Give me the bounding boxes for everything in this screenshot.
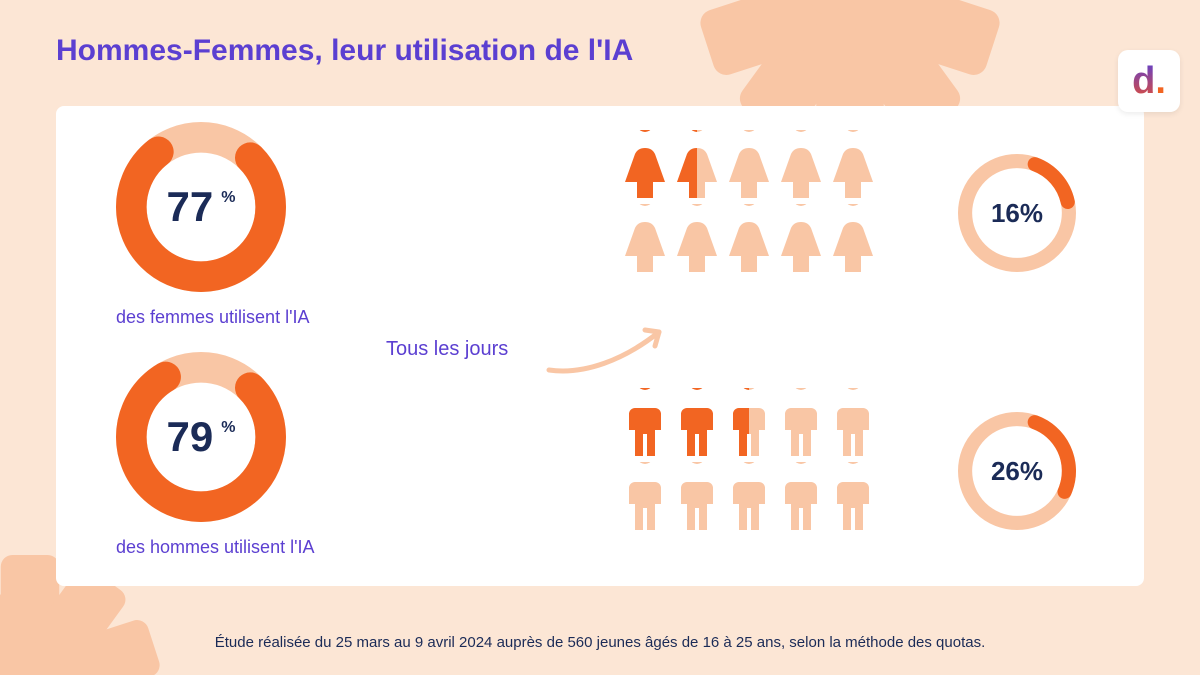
donut-women-daily: 16% <box>958 154 1076 277</box>
woman-icon <box>622 130 668 200</box>
brand-logo: d. <box>1118 50 1180 112</box>
daily-label: Tous les jours <box>386 338 508 361</box>
donut-men: 79% des hommes utilisent l'IA <box>116 352 315 558</box>
donut-men-label: des hommes utilisent l'IA <box>116 537 315 558</box>
man-icon <box>674 388 720 458</box>
logo-letter: d <box>1132 60 1155 103</box>
woman-icon <box>622 204 668 274</box>
arrow-icon <box>544 320 674 380</box>
man-icon <box>830 388 876 458</box>
content-panel: 77% des femmes utilisent l'IA 79% des ho… <box>56 106 1144 586</box>
woman-icon <box>830 130 876 200</box>
man-icon <box>778 462 824 532</box>
donut-women-label: des femmes utilisent l'IA <box>116 307 310 328</box>
man-icon <box>622 388 668 458</box>
page-title: Hommes-Femmes, leur utilisation de l'IA <box>56 34 633 68</box>
woman-icon <box>830 204 876 274</box>
woman-icon <box>778 130 824 200</box>
donut-women-daily-value: 16% <box>958 154 1076 272</box>
pictogram-men <box>622 388 876 532</box>
man-icon <box>622 462 668 532</box>
man-icon <box>726 388 772 458</box>
woman-icon <box>778 204 824 274</box>
logo-dot: . <box>1155 60 1166 103</box>
donut-women-value: 77% <box>116 122 286 292</box>
man-icon <box>778 388 824 458</box>
woman-icon <box>726 130 772 200</box>
pictogram-women <box>622 130 876 274</box>
man-icon <box>830 462 876 532</box>
footer-source: Étude réalisée du 25 mars au 9 avril 202… <box>0 634 1200 651</box>
woman-icon <box>674 204 720 274</box>
man-icon <box>674 462 720 532</box>
woman-icon <box>674 130 720 200</box>
donut-women: 77% des femmes utilisent l'IA <box>116 122 310 328</box>
woman-icon <box>726 204 772 274</box>
man-icon <box>726 462 772 532</box>
donut-men-daily: 26% <box>958 412 1076 535</box>
donut-men-daily-value: 26% <box>958 412 1076 530</box>
donut-men-value: 79% <box>116 352 286 522</box>
page: Hommes-Femmes, leur utilisation de l'IA … <box>0 0 1200 675</box>
